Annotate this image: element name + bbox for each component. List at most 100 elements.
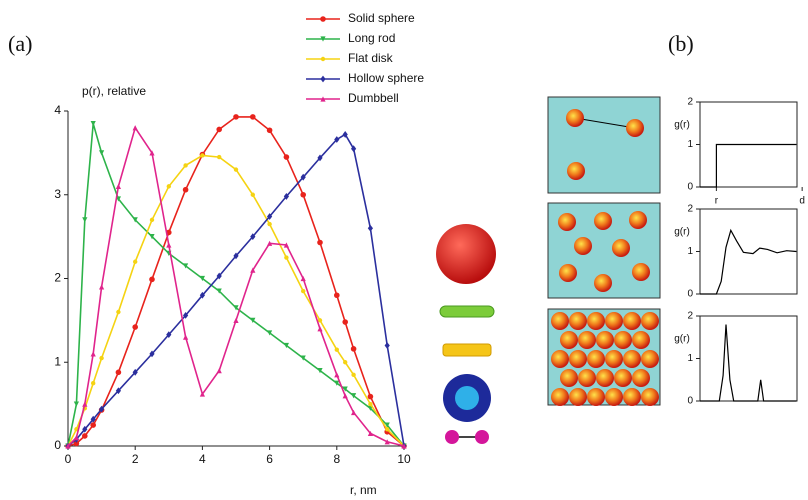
marker [82, 433, 88, 439]
particle [578, 331, 596, 349]
particle [632, 331, 650, 349]
marker [301, 289, 305, 293]
panel-label: (b) [668, 31, 694, 56]
marker [368, 402, 372, 406]
y-tick-label: 1 [687, 353, 693, 364]
marker [167, 184, 171, 188]
marker [300, 192, 306, 198]
series-line [700, 145, 796, 188]
y-tick-label: 0 [687, 396, 693, 407]
marker [99, 284, 104, 289]
particle [632, 369, 650, 387]
legend-label: Solid sphere [348, 11, 415, 25]
x-tick-label: 6 [266, 452, 273, 466]
plot-frame [700, 316, 797, 401]
marker [99, 356, 103, 360]
particle [559, 264, 577, 282]
marker [317, 326, 322, 331]
marker [133, 125, 138, 130]
y-tick-label: 0 [687, 182, 693, 193]
marker [133, 260, 137, 264]
marker [334, 372, 339, 377]
x-tick-label: 2 [132, 452, 139, 466]
panel-label: (a) [8, 31, 32, 56]
y-tick-label: 0 [54, 438, 61, 452]
marker [343, 393, 348, 398]
particle [623, 312, 641, 330]
particle [560, 369, 578, 387]
marker [116, 370, 122, 376]
particle [612, 239, 630, 257]
marker [150, 218, 154, 222]
particle [560, 331, 578, 349]
marker [284, 255, 288, 259]
marker [166, 242, 171, 247]
y-axis-label: g(r) [674, 120, 690, 131]
marker [385, 427, 389, 431]
particle [574, 237, 592, 255]
y-tick-label: 3 [54, 187, 61, 201]
marker [317, 240, 323, 246]
particle [569, 350, 587, 368]
y-axis-label: g(r) [674, 227, 690, 238]
marker [351, 373, 355, 377]
x-tick-label: 0 [65, 452, 72, 466]
series-line [68, 134, 404, 446]
marker [183, 187, 189, 193]
particle [569, 388, 587, 406]
marker [267, 222, 271, 226]
particle [614, 369, 632, 387]
particle [623, 388, 641, 406]
marker [74, 402, 79, 407]
particle [587, 312, 605, 330]
marker [234, 167, 238, 171]
particle [587, 350, 605, 368]
particle [594, 212, 612, 230]
y-tick-label: 2 [687, 311, 693, 322]
marker [132, 324, 138, 330]
marker [267, 127, 273, 133]
particle [632, 263, 650, 281]
marker [216, 127, 222, 133]
marker [343, 360, 347, 364]
particle [641, 312, 659, 330]
marker [91, 121, 96, 126]
y-tick-label: 2 [54, 271, 61, 285]
y-tick-label: 2 [687, 97, 693, 108]
marker [368, 225, 373, 232]
particle [641, 388, 659, 406]
marker [217, 368, 222, 373]
y-tick-label: 1 [687, 246, 693, 257]
marker [91, 351, 96, 356]
marker [183, 163, 187, 167]
marker [301, 276, 306, 281]
marker [334, 292, 340, 298]
marker [250, 114, 256, 120]
x-tick-label: r [715, 196, 719, 207]
particle [596, 369, 614, 387]
legend-label: Flat disk [348, 51, 394, 65]
marker [351, 410, 356, 415]
marker [90, 422, 96, 428]
particle [626, 119, 644, 137]
marker [91, 381, 95, 385]
legend-label: Hollow sphere [348, 71, 424, 85]
marker [385, 342, 390, 349]
legend-label: Dumbbell [348, 91, 399, 105]
marker [149, 277, 155, 283]
particle [566, 109, 584, 127]
series-line [700, 230, 796, 294]
marker [251, 193, 255, 197]
marker [99, 150, 104, 155]
particle [567, 162, 585, 180]
legend-marker [321, 57, 325, 61]
marker [82, 217, 87, 222]
marker [368, 394, 374, 400]
y-axis-label: p(r), relative [82, 84, 146, 98]
particle [558, 213, 576, 231]
marker [116, 310, 120, 314]
marker [284, 154, 290, 160]
marker [351, 346, 357, 352]
particle [551, 312, 569, 330]
particle-schematics [548, 97, 660, 406]
